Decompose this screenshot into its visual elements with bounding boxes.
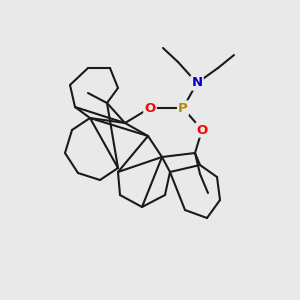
Text: O: O bbox=[196, 124, 208, 136]
Text: O: O bbox=[144, 101, 156, 115]
Text: N: N bbox=[191, 76, 203, 89]
Text: P: P bbox=[178, 101, 188, 115]
